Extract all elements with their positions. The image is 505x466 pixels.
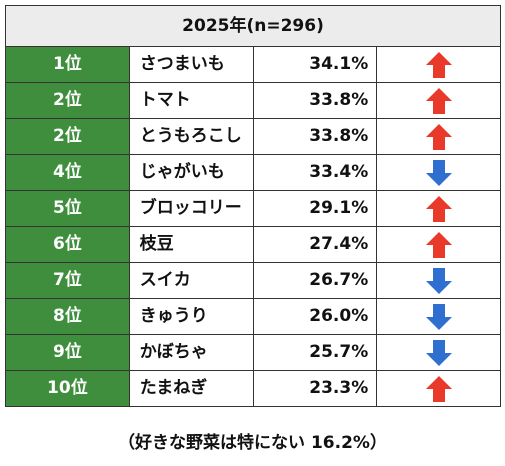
table-row: 8位 きゅうり 26.0% — [5, 298, 501, 335]
vegetable-name-cell: さつまいも — [128, 46, 254, 83]
vegetable-name-cell: たまねぎ — [128, 370, 254, 407]
rank-cell: 9位 — [5, 334, 130, 371]
table-header: 2025年(n=296) — [5, 5, 501, 47]
table-row: 10位 たまねぎ 23.3% — [5, 370, 501, 407]
arrow-up-icon — [425, 195, 452, 222]
percent-cell: 25.7% — [252, 334, 378, 371]
rank-cell: 2位 — [5, 118, 130, 155]
arrow-down-icon — [425, 159, 452, 186]
table-row: 9位 かぼちゃ 25.7% — [5, 334, 501, 371]
trend-cell — [376, 370, 501, 407]
vegetable-name-cell: じゃがいも — [128, 154, 254, 191]
vegetable-name-cell: ブロッコリー — [128, 190, 254, 227]
percent-cell: 33.8% — [252, 118, 378, 155]
vegetable-name-cell: 枝豆 — [128, 226, 254, 263]
table-row: 4位 じゃがいも 33.4% — [5, 154, 501, 191]
ranking-table: 2025年(n=296) 1位 さつまいも 34.1% 2位 トマト 33.8% 2位 とうも… — [5, 5, 501, 407]
percent-cell: 23.3% — [252, 370, 378, 407]
trend-cell — [376, 334, 501, 371]
trend-cell — [376, 190, 501, 227]
percent-cell: 26.0% — [252, 298, 378, 335]
percent-cell: 27.4% — [252, 226, 378, 263]
header-row: 2025年(n=296) — [5, 5, 501, 47]
arrow-down-icon — [425, 303, 452, 330]
arrow-down-icon — [425, 267, 452, 294]
vegetable-name-cell: トマト — [128, 82, 254, 119]
table-row: 2位 トマト 33.8% — [5, 82, 501, 119]
trend-cell — [376, 82, 501, 119]
percent-cell: 33.8% — [252, 82, 378, 119]
ranking-rows: 1位 さつまいも 34.1% 2位 トマト 33.8% 2位 とうもろこし 33.8% 4位 じゃが… — [5, 46, 501, 407]
rank-cell: 1位 — [5, 46, 130, 83]
percent-cell: 33.4% — [252, 154, 378, 191]
arrow-up-icon — [425, 123, 452, 150]
trend-cell — [376, 262, 501, 299]
trend-cell — [376, 298, 501, 335]
arrow-down-icon — [425, 339, 452, 366]
table-row: 7位 スイカ 26.7% — [5, 262, 501, 299]
arrow-up-icon — [425, 375, 452, 402]
table-row: 1位 さつまいも 34.1% — [5, 46, 501, 83]
rank-cell: 10位 — [5, 370, 130, 407]
footnote: （好きな野菜は特にない 16.2%） — [118, 433, 387, 453]
arrow-up-icon — [425, 87, 452, 114]
table-row: 2位 とうもろこし 33.8% — [5, 118, 501, 155]
rank-cell: 6位 — [5, 226, 130, 263]
vegetable-name-cell: スイカ — [128, 262, 254, 299]
rank-cell: 4位 — [5, 154, 130, 191]
vegetable-name-cell: きゅうり — [128, 298, 254, 335]
vegetable-name-cell: とうもろこし — [128, 118, 254, 155]
vegetable-name-cell: かぼちゃ — [128, 334, 254, 371]
rank-cell: 7位 — [5, 262, 130, 299]
arrow-up-icon — [425, 51, 452, 78]
percent-cell: 26.7% — [252, 262, 378, 299]
trend-cell — [376, 226, 501, 263]
table-row: 5位 ブロッコリー 29.1% — [5, 190, 501, 227]
rank-cell: 8位 — [5, 298, 130, 335]
rank-cell: 5位 — [5, 190, 130, 227]
arrow-up-icon — [425, 231, 452, 258]
trend-cell — [376, 118, 501, 155]
trend-cell — [376, 46, 501, 83]
table-row: 6位 枝豆 27.4% — [5, 226, 501, 263]
trend-cell — [376, 154, 501, 191]
percent-cell: 34.1% — [252, 46, 378, 83]
percent-cell: 29.1% — [252, 190, 378, 227]
rank-cell: 2位 — [5, 82, 130, 119]
